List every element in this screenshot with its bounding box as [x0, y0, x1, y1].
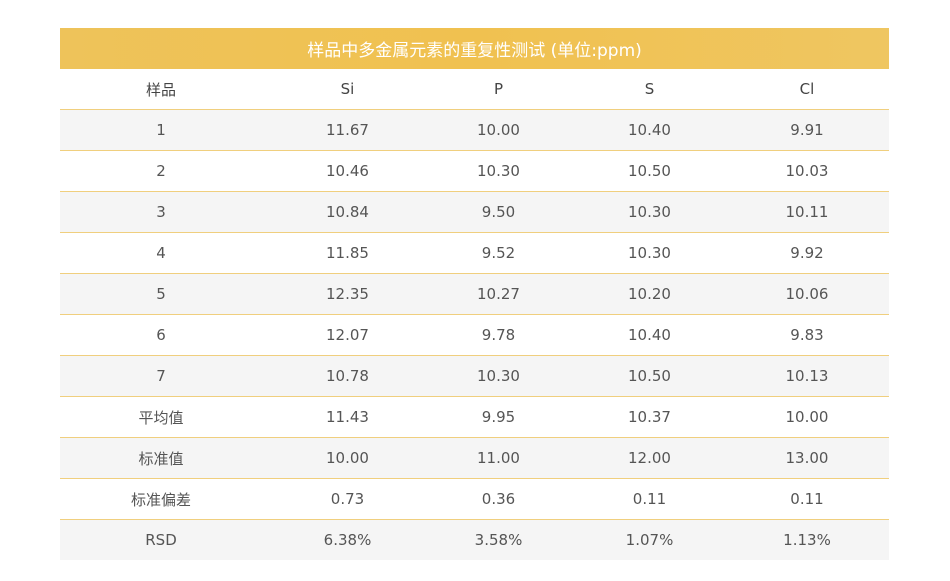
cell-sample: 3 — [60, 191, 272, 233]
cell-cl: 9.91 — [725, 109, 889, 151]
table-row: 平均值 11.43 9.95 10.37 10.00 — [60, 396, 889, 438]
cell-p: 3.58% — [423, 519, 574, 560]
cell-sample: 平均值 — [60, 396, 272, 438]
cell-cl: 10.13 — [725, 355, 889, 397]
cell-sample: 5 — [60, 273, 272, 315]
cell-cl: 9.83 — [725, 314, 889, 356]
cell-cl: 1.13% — [725, 519, 889, 560]
cell-si: 10.78 — [272, 355, 423, 397]
cell-p: 9.95 — [423, 396, 574, 438]
cell-si: 6.38% — [272, 519, 423, 560]
cell-p: 10.30 — [423, 150, 574, 192]
header-row: 样品 Si P S Cl — [60, 69, 889, 110]
cell-si: 12.35 — [272, 273, 423, 315]
cell-s: 12.00 — [574, 437, 725, 479]
cell-cl: 10.06 — [725, 273, 889, 315]
cell-cl: 10.03 — [725, 150, 889, 192]
table-row: 3 10.84 9.50 10.30 10.11 — [60, 191, 889, 233]
cell-s: 10.37 — [574, 396, 725, 438]
cell-sample: 4 — [60, 232, 272, 274]
header-s: S — [574, 69, 725, 110]
cell-sample: 标准值 — [60, 437, 272, 479]
cell-p: 10.27 — [423, 273, 574, 315]
cell-s: 10.30 — [574, 232, 725, 274]
cell-sample: RSD — [60, 519, 272, 560]
table-row: 标准值 10.00 11.00 12.00 13.00 — [60, 437, 889, 479]
table-row: 1 11.67 10.00 10.40 9.91 — [60, 109, 889, 151]
cell-si: 11.67 — [272, 109, 423, 151]
cell-si: 12.07 — [272, 314, 423, 356]
cell-si: 10.00 — [272, 437, 423, 479]
header-cl: Cl — [725, 69, 889, 110]
cell-s: 10.50 — [574, 150, 725, 192]
cell-cl: 13.00 — [725, 437, 889, 479]
cell-p: 10.00 — [423, 109, 574, 151]
table-row: 6 12.07 9.78 10.40 9.83 — [60, 314, 889, 356]
table-row: 7 10.78 10.30 10.50 10.13 — [60, 355, 889, 397]
table-row: 5 12.35 10.27 10.20 10.06 — [60, 273, 889, 315]
table-row: 2 10.46 10.30 10.50 10.03 — [60, 150, 889, 192]
cell-si: 11.43 — [272, 396, 423, 438]
cell-p: 9.52 — [423, 232, 574, 274]
table-row: RSD 6.38% 3.58% 1.07% 1.13% — [60, 519, 889, 560]
cell-s: 0.11 — [574, 478, 725, 520]
cell-sample: 6 — [60, 314, 272, 356]
cell-s: 10.40 — [574, 109, 725, 151]
repeatability-table: 样品中多金属元素的重复性测试 (单位:ppm) 样品 Si P S Cl 1 11… — [60, 28, 889, 560]
cell-s: 10.40 — [574, 314, 725, 356]
table-title: 样品中多金属元素的重复性测试 (单位:ppm) — [60, 28, 889, 69]
cell-si: 11.85 — [272, 232, 423, 274]
cell-sample: 标准偏差 — [60, 478, 272, 520]
cell-cl: 10.11 — [725, 191, 889, 233]
data-table: 样品 Si P S Cl 1 11.67 10.00 10.40 9.91 2 10.46 1… — [60, 69, 889, 560]
header-si: Si — [272, 69, 423, 110]
cell-p: 9.78 — [423, 314, 574, 356]
cell-cl: 10.00 — [725, 396, 889, 438]
cell-si: 0.73 — [272, 478, 423, 520]
cell-p: 0.36 — [423, 478, 574, 520]
table-row: 4 11.85 9.52 10.30 9.92 — [60, 232, 889, 274]
header-sample: 样品 — [60, 69, 272, 110]
cell-cl: 0.11 — [725, 478, 889, 520]
cell-si: 10.84 — [272, 191, 423, 233]
cell-s: 10.20 — [574, 273, 725, 315]
cell-s: 1.07% — [574, 519, 725, 560]
table-row: 标准偏差 0.73 0.36 0.11 0.11 — [60, 478, 889, 520]
cell-s: 10.50 — [574, 355, 725, 397]
header-p: P — [423, 69, 574, 110]
cell-s: 10.30 — [574, 191, 725, 233]
cell-sample: 1 — [60, 109, 272, 151]
cell-p: 11.00 — [423, 437, 574, 479]
cell-cl: 9.92 — [725, 232, 889, 274]
cell-sample: 2 — [60, 150, 272, 192]
cell-sample: 7 — [60, 355, 272, 397]
cell-si: 10.46 — [272, 150, 423, 192]
cell-p: 10.30 — [423, 355, 574, 397]
cell-p: 9.50 — [423, 191, 574, 233]
